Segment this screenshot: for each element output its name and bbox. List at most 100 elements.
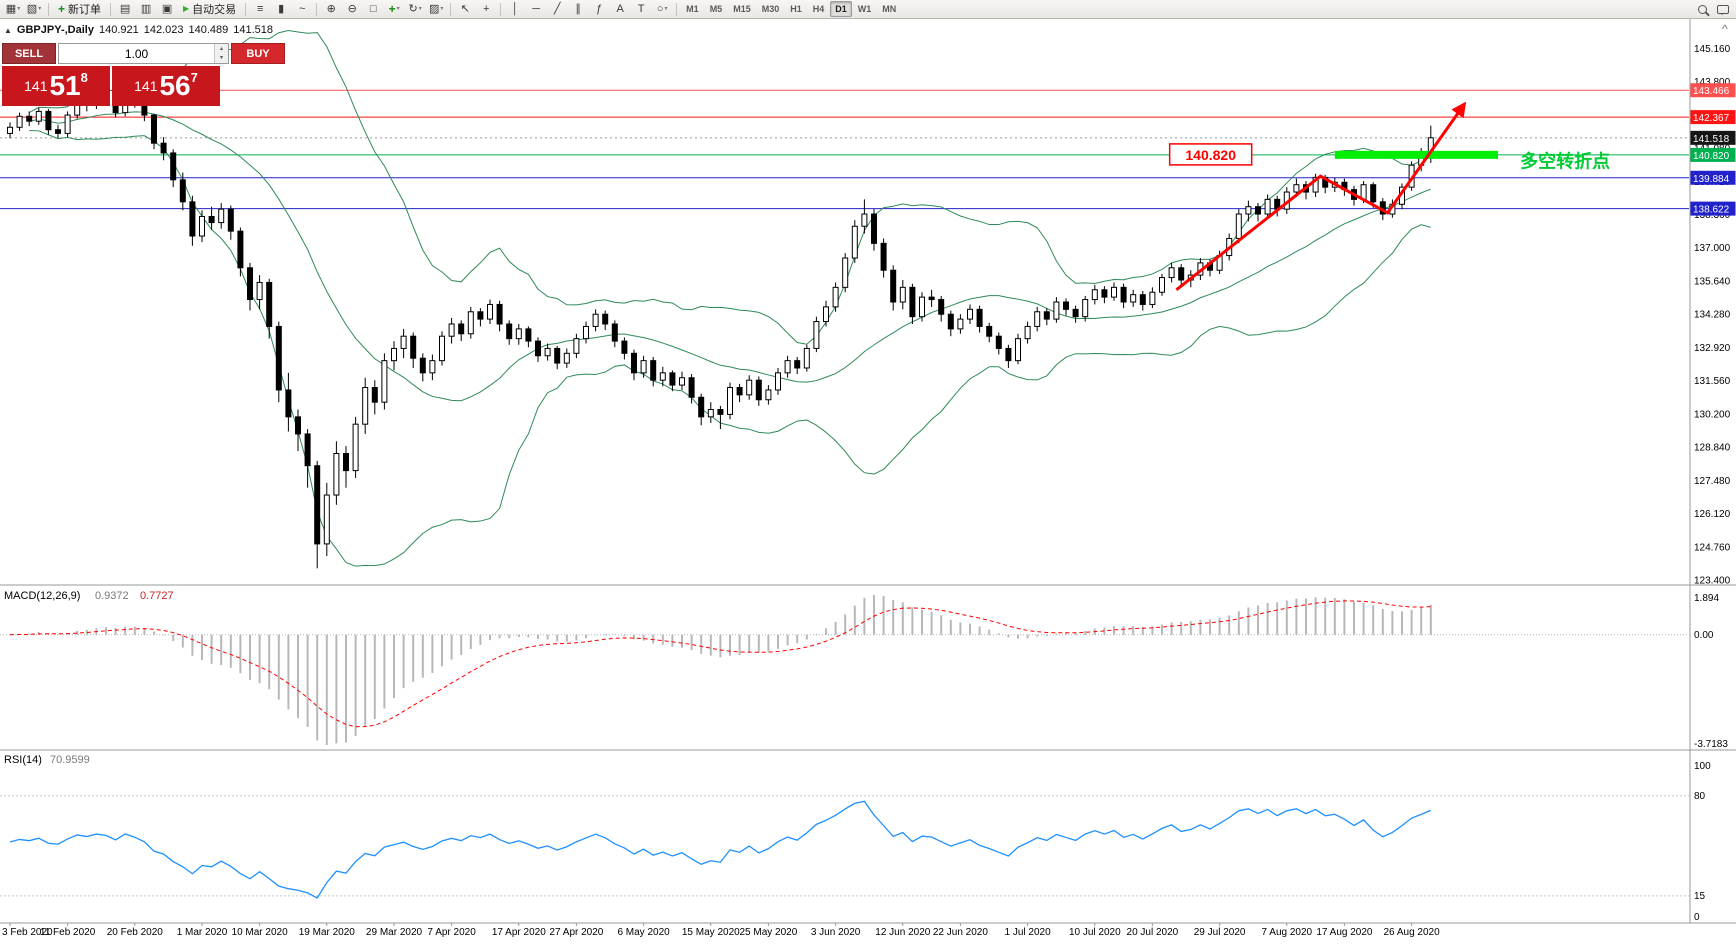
price-tick: 132.920: [1694, 343, 1731, 354]
shapes-button[interactable]: ○ ▾: [656, 2, 668, 15]
line-chart-button[interactable]: ~: [298, 2, 306, 15]
price-badge: [1690, 201, 1736, 216]
macd-axis-zero: 0.00: [1694, 630, 1714, 641]
auto-trading-button[interactable]: ▶ 自动交易: [178, 1, 241, 17]
search-button[interactable]: [1692, 0, 1712, 18]
zoom-in-button[interactable]: ⊕: [326, 2, 336, 15]
date-tick: 22 Jun 2020: [933, 927, 988, 938]
chevron-down-icon: ▾: [17, 6, 21, 12]
timeframe-mn-button[interactable]: MN: [882, 4, 897, 14]
timeframe-m15-button[interactable]: M15: [733, 4, 751, 14]
fibonacci-button[interactable]: ƒ: [596, 2, 603, 15]
price-badge-text: 143.466: [1693, 86, 1730, 97]
bollinger-upper: [28, 30, 1432, 345]
main-pane: 140.820 多空转折点: [0, 30, 1689, 569]
ohlc-close: 141.518: [233, 24, 274, 36]
date-tick: 20 Jul 2020: [1127, 927, 1179, 938]
market-watch-button[interactable]: ▤: [119, 2, 131, 15]
price-badge: [1690, 130, 1736, 145]
date-tick: 26 Aug 2020: [1384, 927, 1441, 938]
timeframe-m1-button[interactable]: M1: [686, 4, 699, 14]
date-tick: 29 Mar 2020: [366, 927, 423, 938]
rsi-axis-0: 0: [1694, 912, 1700, 923]
new-order-button[interactable]: + 新订单: [53, 1, 106, 17]
lot-decrease-button[interactable]: ▾: [215, 53, 228, 63]
zoom-out-button[interactable]: ⊖: [347, 2, 357, 15]
auto-trading-label: 自动交易: [192, 4, 237, 16]
price-tick: 127.480: [1694, 476, 1731, 487]
chevron-down-icon: ▾: [396, 6, 400, 12]
date-tick: 17 Apr 2020: [492, 927, 546, 938]
data-window-button[interactable]: ▥: [140, 2, 152, 15]
symbol-period-label: GBPJPY-,Daily: [16, 24, 94, 36]
chevron-down-icon: ▾: [418, 6, 422, 12]
rsi-axis-15: 15: [1694, 891, 1706, 902]
price-tick: 137.000: [1694, 243, 1731, 254]
timeframe-m5-button[interactable]: M5: [709, 4, 723, 14]
channel-button[interactable]: ∥: [575, 2, 581, 15]
lot-size-input[interactable]: [59, 44, 214, 63]
price-tick: 135.640: [1694, 276, 1731, 287]
indicators-button[interactable]: + ▾: [384, 0, 404, 18]
play-icon: ▶: [183, 4, 190, 13]
new-chart-button[interactable]: ▦ ▾: [5, 2, 21, 15]
macd-signal-value: 0.7727: [140, 590, 174, 602]
lot-stepper: ▴ ▾: [214, 44, 228, 63]
price-tick: 134.280: [1694, 310, 1731, 321]
separator: [316, 2, 318, 16]
date-tick: 20 Feb 2020: [107, 927, 164, 938]
sell-price-base: 141: [24, 78, 48, 94]
macd-histogram: [18, 595, 1432, 745]
buy-button[interactable]: BUY: [231, 43, 285, 64]
sell-price-tile[interactable]: 141 51 8: [2, 66, 110, 106]
bar-chart-button[interactable]: ≡: [256, 2, 264, 15]
price-chart-canvas[interactable]: ^140.820多空转折点145.160143.800142.440141.08…: [0, 19, 1736, 945]
chevron-down-icon: ▾: [440, 6, 444, 12]
sell-price-big: 51: [49, 70, 81, 101]
date-tick: 10 Mar 2020: [232, 927, 289, 938]
collapse-panel-icon[interactable]: ▲: [4, 25, 12, 35]
price-badge: [1690, 147, 1736, 162]
ohlc-open: 140.921: [98, 24, 139, 36]
buy-price-big: 56: [159, 70, 191, 101]
indicator-plus-icon: +: [388, 2, 396, 16]
separator: [245, 2, 247, 16]
buy-price-tile[interactable]: 141 56 7: [112, 66, 220, 106]
horizontal-line-button[interactable]: ─: [532, 2, 541, 15]
chart-header: ▲ GBPJPY-,Daily 140.921 142.023 140.489 …: [4, 24, 273, 36]
periods-button[interactable]: ↻ ▾: [408, 2, 422, 15]
navigator-button[interactable]: ▣: [161, 2, 173, 15]
tile-windows-button[interactable]: □: [369, 2, 377, 15]
price-badge: [1690, 170, 1736, 185]
separator: [500, 2, 502, 16]
timeframe-h1-button[interactable]: H1: [790, 4, 802, 14]
price-badge-text: 139.884: [1693, 174, 1730, 185]
templates-button[interactable]: ▨ ▾: [428, 2, 444, 15]
macd-signal-line: [9, 600, 1431, 728]
timeframe-h4-button[interactable]: H4: [812, 4, 825, 14]
sell-button[interactable]: SELL: [2, 43, 56, 64]
search-icon: [1697, 4, 1707, 14]
cursor-button[interactable]: ↖: [460, 2, 470, 15]
timeframe-w1-button[interactable]: W1: [857, 4, 872, 14]
profiles-button[interactable]: ▧ ▾: [26, 2, 42, 15]
text-button[interactable]: A: [616, 2, 624, 15]
vertical-line-button[interactable]: │: [511, 2, 519, 15]
trendline-button[interactable]: ╱: [553, 2, 561, 15]
toolbar: ▦ ▾ ▧ ▾ + 新订单 ▤ ▥ ▣ ▶ 自动交易 ≡ ▮ ~ ⊕ ⊖ □ + ▾ …: [0, 0, 1736, 19]
rsi-axis-80: 80: [1694, 791, 1706, 802]
candlestick-chart-button[interactable]: ▮: [278, 2, 285, 15]
bollinger-middle: [29, 111, 1431, 402]
lot-increase-button[interactable]: ▴: [215, 44, 228, 54]
label-button[interactable]: T: [637, 2, 645, 15]
one-click-trading-panel: SELL ▴ ▾ BUY 141 51 8 141 56 7: [2, 43, 285, 106]
timeframe-d1-button[interactable]: D1: [830, 1, 852, 17]
date-tick: 19 Mar 2020: [299, 927, 356, 938]
crosshair-button[interactable]: +: [482, 2, 490, 15]
timeframe-m30-button[interactable]: M30: [761, 4, 780, 14]
date-tick: 10 Jul 2020: [1069, 927, 1121, 938]
separator: [450, 2, 452, 16]
chat-button[interactable]: [1713, 0, 1733, 18]
chart-window: ^140.820多空转折点145.160143.800142.440141.08…: [0, 19, 1736, 945]
date-tick: 27 Apr 2020: [549, 927, 603, 938]
